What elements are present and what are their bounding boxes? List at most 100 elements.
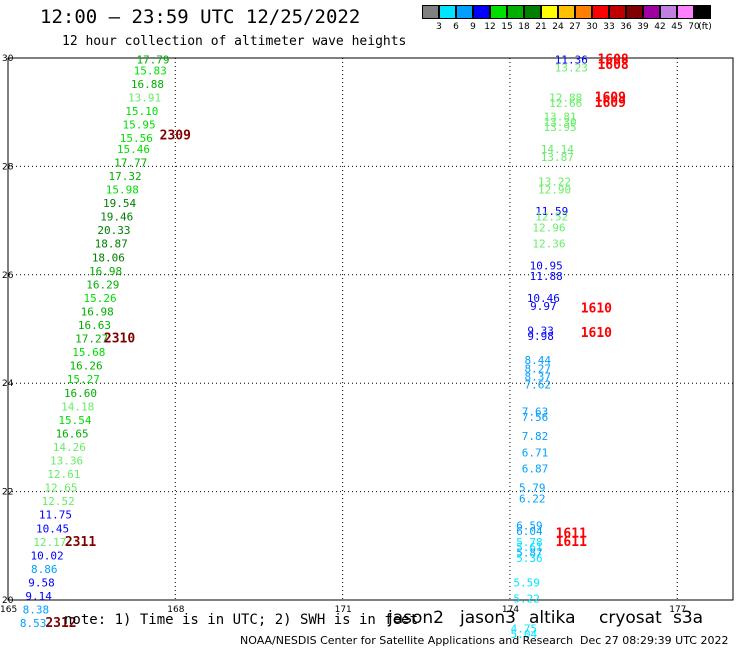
wave-height-point: 9.33: [527, 324, 554, 337]
wave-height-point: 5.59: [513, 576, 540, 589]
wave-height-point: 15.10: [125, 105, 158, 118]
chart-title: 12:00 – 23:59 UTC 12/25/2022: [40, 6, 361, 28]
color-bin-4: [490, 5, 507, 19]
wave-height-point: 12.52: [42, 495, 75, 508]
wave-height-point: 5.78: [516, 536, 543, 549]
color-bin-13: [643, 5, 660, 19]
pass-time-label: 1608: [597, 58, 628, 73]
wave-height-point: 13.81: [544, 110, 577, 123]
wave-height-point: 8.38: [23, 604, 50, 617]
y-tick-label: 20: [2, 596, 14, 606]
wave-height-point: 13.95: [544, 121, 577, 134]
y-tick-label: 28: [2, 162, 14, 172]
wave-height-point: 10.02: [30, 549, 63, 562]
wave-height-point: 9.14: [25, 590, 52, 603]
wave-height-point: 17.32: [109, 170, 142, 183]
wave-height-point: 11.75: [39, 509, 72, 522]
y-tick-label: 24: [2, 379, 14, 389]
wave-height-point: 7.82: [522, 430, 549, 443]
wave-height-point: 6.04: [516, 525, 543, 538]
wave-height-point: 20.33: [97, 224, 130, 237]
satellite-label-cryosat: cryosat: [599, 608, 662, 628]
wave-height-point: 13.87: [541, 151, 574, 164]
x-tick-label: 171: [335, 605, 352, 615]
wave-height-point: 8.53: [20, 617, 47, 630]
wave-height-point: 8.27: [525, 362, 552, 375]
y-tick-label: 26: [2, 271, 14, 281]
wave-height-point: 17.27: [75, 333, 108, 346]
wave-height-point: 19.54: [103, 197, 136, 210]
footnote: note: 1) Time is in UTC; 2) SWH is in fe…: [64, 612, 419, 628]
color-bin-12: [626, 5, 643, 19]
wave-height-point: 12.88: [549, 91, 582, 104]
color-bin-label: 12: [484, 22, 496, 32]
wave-height-point: 7.62: [525, 379, 552, 392]
color-bin-14: [660, 5, 677, 19]
wave-height-point: 16.98: [81, 305, 114, 318]
satellite-label-s3a: s3a: [673, 608, 704, 628]
pass-time-label: 1608: [597, 52, 628, 67]
wave-height-point: 15.98: [106, 184, 139, 197]
wave-height-point: 17.79: [136, 53, 169, 66]
wave-height-point: 16.65: [56, 427, 89, 440]
wave-height-point: 14.14: [541, 143, 574, 156]
color-bin-10: [592, 5, 609, 19]
y-tick-label: 30: [2, 54, 14, 64]
wave-height-point: 12.65: [44, 482, 77, 495]
wave-height-point: 5.79: [519, 482, 546, 495]
wave-height-point: 16.63: [78, 319, 111, 332]
wave-height-point: 6.22: [519, 492, 546, 505]
color-bin-label: 42: [654, 22, 666, 32]
satellite-label-altika: altika: [529, 608, 576, 628]
color-bin-7: [541, 5, 558, 19]
pass-time-label: 1609: [595, 96, 626, 111]
wave-height-point: 15.56: [120, 132, 153, 145]
wave-height-point: 15.54: [58, 414, 91, 427]
y-tick-label: 22: [2, 488, 13, 498]
color-bin-label: 30: [586, 22, 598, 32]
wave-height-point: 15.46: [117, 143, 150, 156]
color-bin-11: [609, 5, 626, 19]
pass-time-label: 1609: [595, 90, 626, 105]
x-tick-label: 168: [167, 605, 184, 615]
wave-height-point: 14.26: [53, 441, 86, 454]
wave-height-point: 10.46: [527, 292, 560, 305]
color-bin-label: 6: [453, 22, 459, 32]
color-bin-9: [575, 5, 592, 19]
wave-height-point: 7.63: [522, 406, 549, 419]
wave-height-point: 12.90: [538, 184, 571, 197]
wave-height-point: 11.59: [535, 205, 568, 218]
wave-height-point: 13.36: [50, 455, 83, 468]
wave-height-point: 8.37: [525, 370, 552, 383]
wave-height-point: 9.97: [530, 300, 557, 313]
color-bin-15: [677, 5, 694, 19]
wave-height-point: 5.22: [513, 593, 540, 606]
pass-time-label: 1610: [581, 326, 612, 341]
credit-line: NOAA/NESDIS Center for Satellite Applica…: [240, 634, 574, 647]
x-tick-label: 165: [0, 605, 17, 615]
wave-height-point: 12.66: [549, 97, 582, 110]
wave-height-point: 6.59: [516, 520, 543, 533]
pass-time-label: 2310: [104, 332, 135, 347]
color-bin-label: 70: [688, 22, 700, 32]
wave-height-point: 16.26: [70, 360, 103, 373]
color-bin-8: [558, 5, 575, 19]
wave-height-point: 13.23: [555, 62, 588, 75]
color-bin-label: 36: [620, 22, 632, 32]
wave-height-point: 5.87: [516, 547, 543, 560]
pass-time-label: 2311: [65, 535, 96, 550]
wave-height-point: 15.95: [122, 118, 155, 131]
pass-time-label: 1611: [556, 527, 587, 542]
wave-height-point: 16.29: [86, 278, 119, 291]
wave-height-point: 10.95: [530, 259, 563, 272]
color-bin-label: 27: [569, 22, 581, 32]
wave-height-point: 5.36: [516, 552, 543, 565]
wave-height-point: 11.88: [530, 270, 563, 283]
wave-height-point: 12.36: [532, 238, 565, 251]
plot-frame: [7, 57, 734, 601]
wave-height-point: 9.98: [527, 330, 554, 343]
color-bin-3: [473, 5, 490, 19]
wave-height-point: 15.27: [67, 373, 100, 386]
wave-height-point: 9.58: [28, 576, 55, 589]
